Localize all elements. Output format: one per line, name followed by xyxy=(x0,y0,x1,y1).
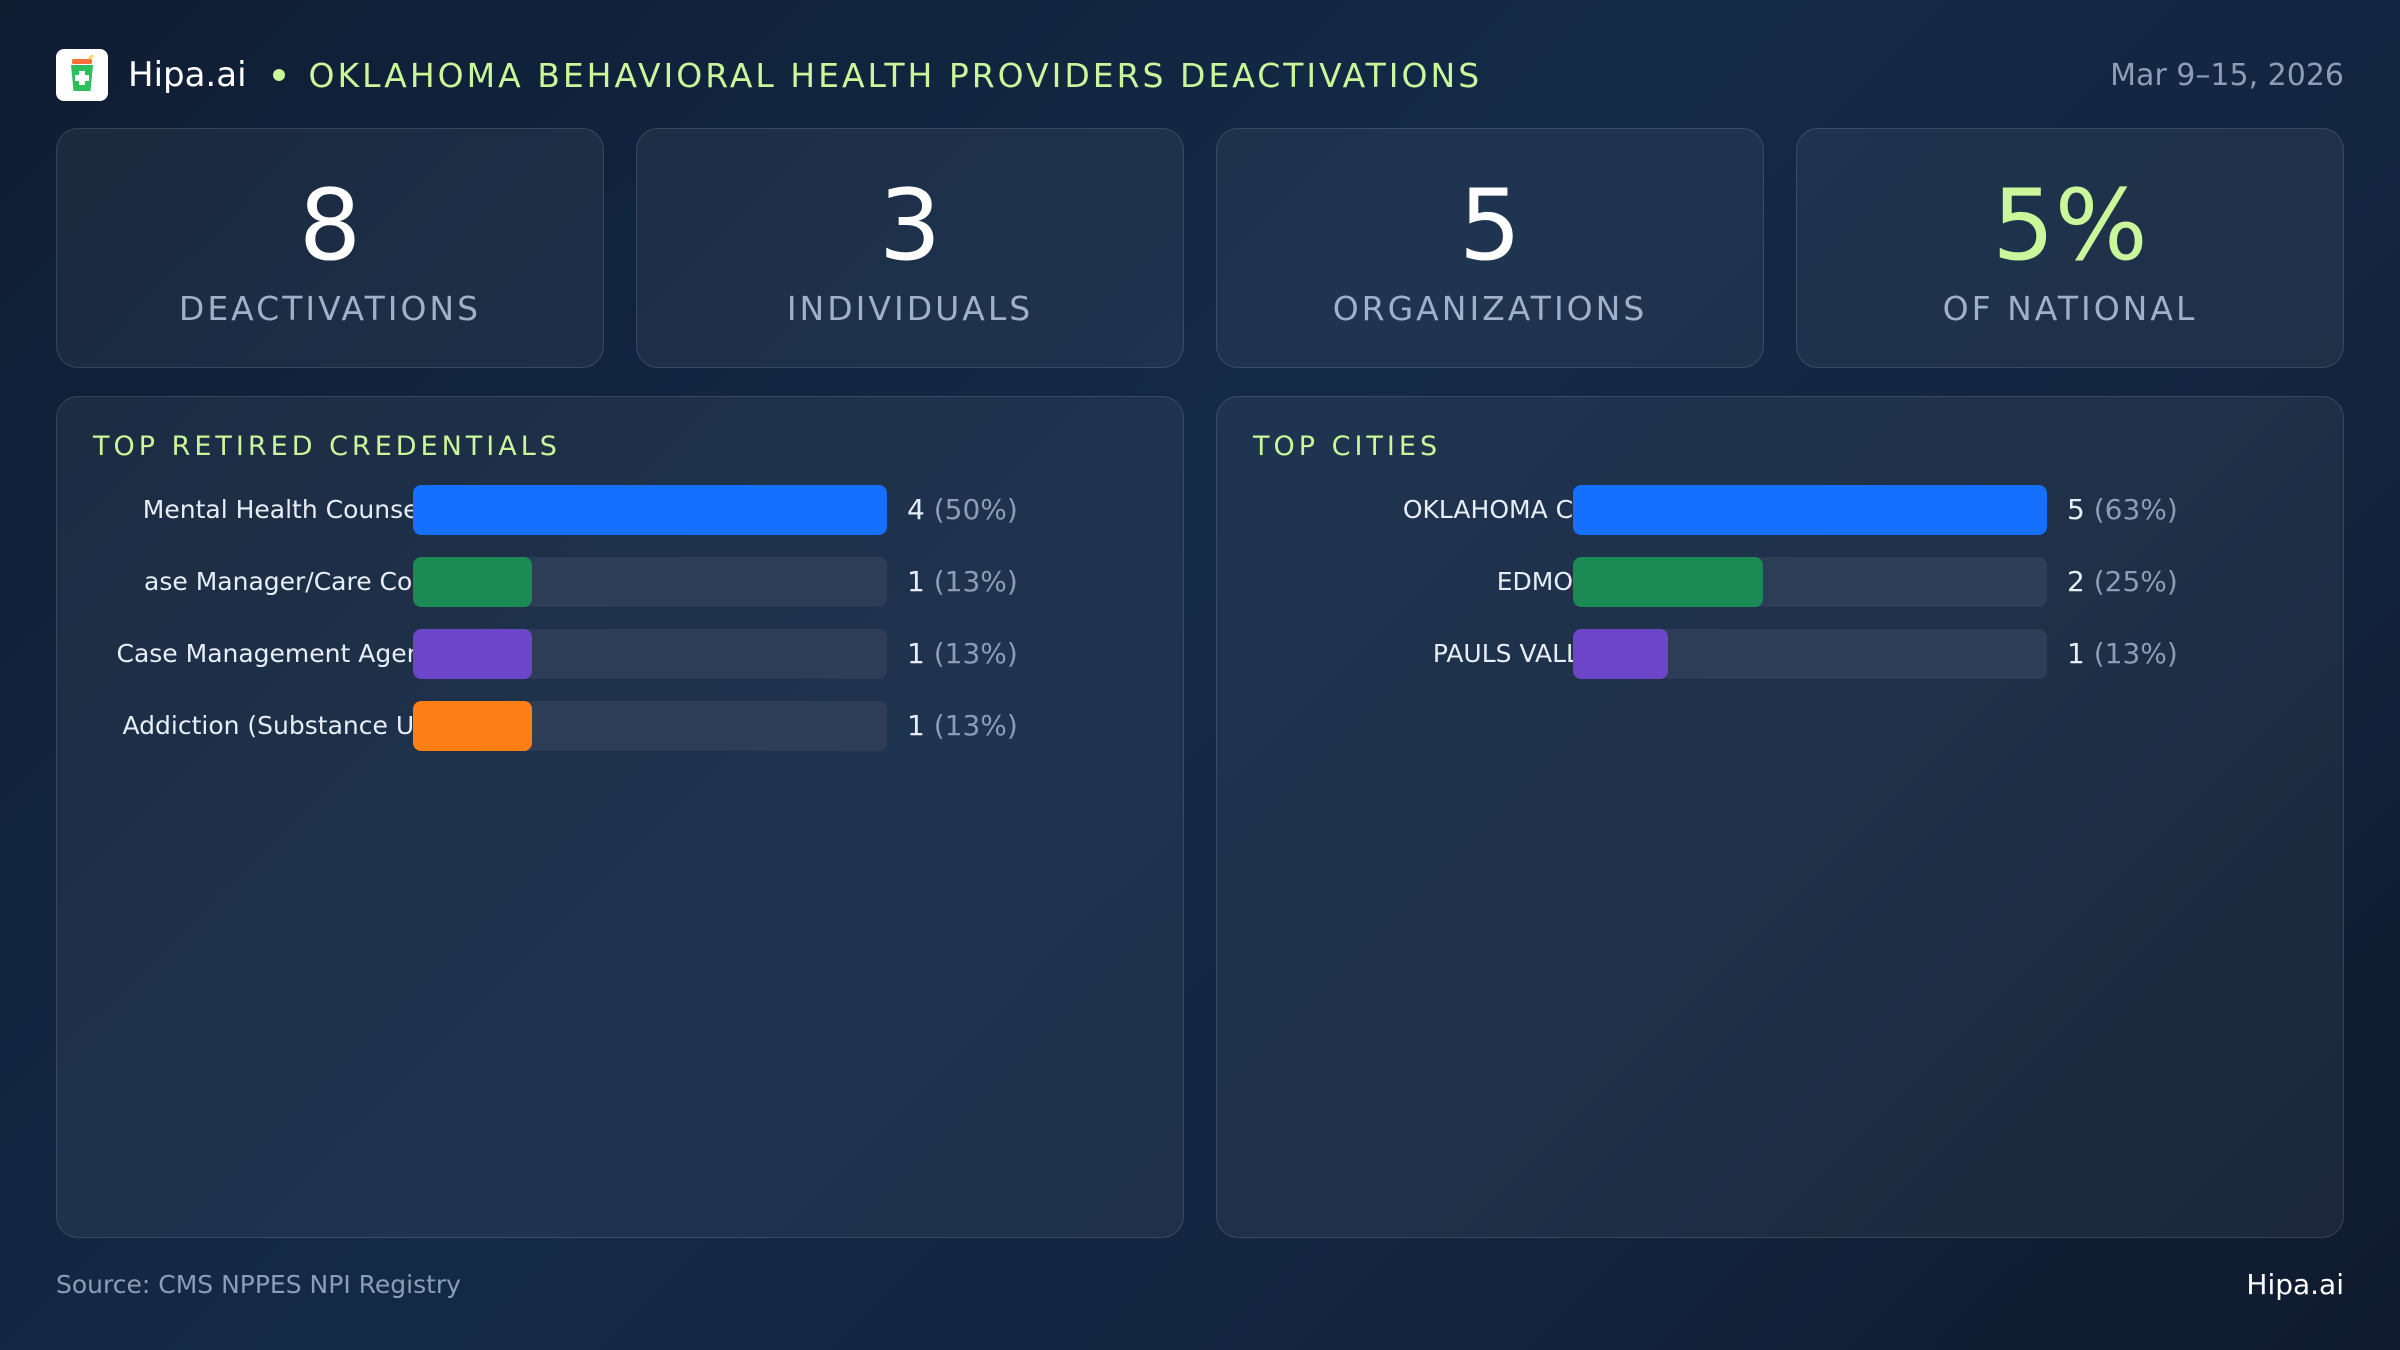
bar-label: ase Manager/Care Coo... xyxy=(144,567,451,596)
bar-value-label: 4 (50%) xyxy=(907,485,1018,535)
bar xyxy=(1573,629,1668,679)
bar-row: OKLAHOMA CITY 5 (63%) xyxy=(1217,485,2343,535)
kpi-value: 3 xyxy=(878,169,942,283)
bar-count: 4 xyxy=(907,493,925,526)
bar-percent: (13%) xyxy=(933,709,1018,742)
bar-row: EDMOND 2 (25%) xyxy=(1217,557,2343,607)
medical-cup-icon xyxy=(56,49,108,101)
bar xyxy=(413,701,532,751)
bar-row: Case Management Agency 1 (13%) xyxy=(57,629,1183,679)
bar-count: 1 xyxy=(2067,637,2085,670)
bar-count: 1 xyxy=(907,565,925,598)
bar-value-label: 1 (13%) xyxy=(2067,629,2178,679)
kpi-label: INDIVIDUALS xyxy=(786,289,1034,328)
bar-value-label: 1 (13%) xyxy=(907,629,1018,679)
bar-track xyxy=(413,629,887,679)
bar xyxy=(413,557,532,607)
brand-name: Hipa.ai xyxy=(128,55,247,95)
bar-track xyxy=(1573,557,2047,607)
credentials-panel: TOP RETIRED CREDENTIALS Mental Health Co… xyxy=(56,396,1184,1238)
kpi-value: 5% xyxy=(1992,169,2148,283)
bar-percent: (63%) xyxy=(2093,493,2178,526)
bar-count: 1 xyxy=(907,637,925,670)
kpi-card-deactivations: 8 DEACTIVATIONS xyxy=(56,128,604,368)
bar-track xyxy=(413,485,887,535)
bar-row: Addiction (Substance Us... 1 (13%) xyxy=(57,701,1183,751)
bar-percent: (13%) xyxy=(2093,637,2178,670)
kpi-row: 8 DEACTIVATIONS 3 INDIVIDUALS 5 ORGANIZA… xyxy=(56,128,2344,368)
bar-percent: (13%) xyxy=(933,565,1018,598)
kpi-card-individuals: 3 INDIVIDUALS xyxy=(636,128,1184,368)
bar-track xyxy=(413,557,887,607)
date-range: Mar 9–15, 2026 xyxy=(2110,57,2344,93)
cities-panel: TOP CITIES OKLAHOMA CITY 5 (63%) EDMOND 2 (… xyxy=(1216,396,2344,1238)
bar-percent: (50%) xyxy=(933,493,1018,526)
bar-value-label: 5 (63%) xyxy=(2067,485,2178,535)
bar xyxy=(1573,557,1763,607)
kpi-value: 8 xyxy=(298,169,362,283)
kpi-value: 5 xyxy=(1458,169,1522,283)
bar-percent: (25%) xyxy=(2093,565,2178,598)
bar-label: Mental Health Counselor xyxy=(142,495,451,524)
bar-label: Addiction (Substance Us... xyxy=(122,711,452,740)
bar-label: OKLAHOMA CITY xyxy=(1402,495,1611,524)
bar xyxy=(413,629,532,679)
kpi-label: OF NATIONAL xyxy=(1942,289,2198,328)
bar-percent: (13%) xyxy=(933,637,1018,670)
bar-value-label: 1 (13%) xyxy=(907,557,1018,607)
kpi-card-of-national: 5% OF NATIONAL xyxy=(1796,128,2344,368)
bar-row: PAULS VALLEY 1 (13%) xyxy=(1217,629,2343,679)
bar-row: ase Manager/Care Coo... 1 (13%) xyxy=(57,557,1183,607)
bar-label: EDMOND xyxy=(1496,567,1611,596)
bar-label: PAULS VALLEY xyxy=(1432,639,1611,668)
kpi-label: DEACTIVATIONS xyxy=(178,289,482,328)
kpi-label: ORGANIZATIONS xyxy=(1332,289,1648,328)
bar-count: 1 xyxy=(907,709,925,742)
panel-title: TOP RETIRED CREDENTIALS xyxy=(93,431,561,462)
header: Hipa.ai OKLAHOMA BEHAVIORAL HEALTH PROVI… xyxy=(56,48,2344,102)
bar xyxy=(1573,485,2047,535)
bar-track xyxy=(413,701,887,751)
bar-value-label: 2 (25%) xyxy=(2067,557,2178,607)
bar-label: Case Management Agency xyxy=(116,639,452,668)
kpi-card-organizations: 5 ORGANIZATIONS xyxy=(1216,128,1764,368)
bar-count: 2 xyxy=(2067,565,2085,598)
source-note: Source: CMS NPPES NPI Registry xyxy=(56,1270,461,1299)
page-title: OKLAHOMA BEHAVIORAL HEALTH PROVIDERS DEA… xyxy=(308,55,1483,95)
bar-track xyxy=(1573,629,2047,679)
separator-dot xyxy=(272,69,285,81)
panel-title: TOP CITIES xyxy=(1253,431,1442,462)
footer-brand: Hipa.ai xyxy=(2246,1268,2344,1301)
bar xyxy=(413,485,887,535)
bar-count: 5 xyxy=(2067,493,2085,526)
bar-value-label: 1 (13%) xyxy=(907,701,1018,751)
bar-track xyxy=(1573,485,2047,535)
bar-row: Mental Health Counselor 4 (50%) xyxy=(57,485,1183,535)
